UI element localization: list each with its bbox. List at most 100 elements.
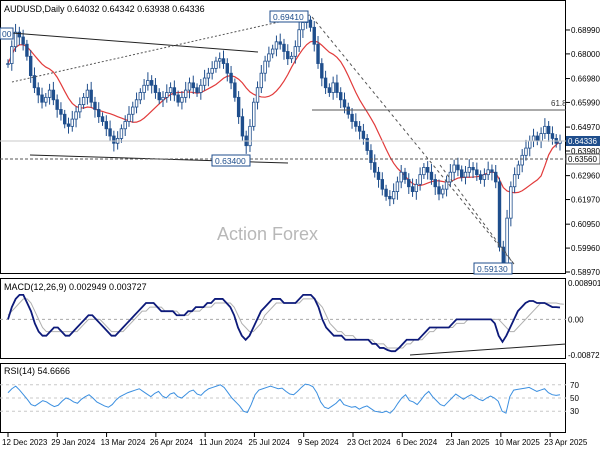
candle	[323, 77, 328, 89]
dotted-trendline	[11, 14, 311, 83]
x-tick-label: 13 Mar 2024	[101, 438, 146, 447]
candle	[85, 89, 90, 98]
candle	[486, 169, 490, 176]
candle	[384, 188, 388, 197]
macd-line-series	[7, 293, 561, 353]
candle	[40, 94, 44, 103]
x-tick-label: 9 Sep 2024	[298, 438, 339, 447]
macd-line	[7, 293, 561, 353]
candle	[346, 106, 350, 115]
candle	[471, 167, 475, 171]
candle	[172, 87, 177, 96]
candle	[429, 171, 434, 180]
candle	[422, 167, 426, 176]
candle	[153, 84, 158, 93]
candle	[376, 171, 381, 180]
candle	[274, 41, 279, 50]
x-tick-label: 10 Mar 2025	[495, 438, 540, 447]
candle	[214, 60, 218, 69]
x-tick-label: 12 Dec 2023	[2, 438, 48, 447]
main-y-tick-label: 0.68990	[571, 26, 600, 35]
candle	[252, 101, 256, 127]
candle	[478, 174, 483, 180]
candle	[373, 162, 377, 173]
candle	[270, 48, 275, 55]
candle	[456, 164, 460, 171]
candle	[51, 89, 56, 101]
candle	[25, 43, 29, 57]
candle	[463, 171, 468, 178]
candle	[127, 113, 131, 122]
candle	[97, 109, 101, 118]
candle	[369, 150, 373, 163]
candle	[240, 116, 245, 137]
x-tick-label: 11 Jun 2024	[199, 438, 243, 447]
main-y-tick-label: 0.64970	[571, 123, 600, 132]
candle	[312, 26, 316, 45]
rsi-title: RSI(14) 54.6666	[4, 366, 70, 376]
candle	[418, 174, 422, 185]
candle	[55, 99, 59, 110]
main-y-tick-label: 0.62960	[571, 172, 600, 181]
candle	[66, 123, 71, 127]
candle	[331, 82, 335, 93]
candle	[267, 53, 271, 62]
candle	[497, 181, 502, 248]
candle	[229, 72, 233, 84]
macd-y-axis: 0.008901 0.00 -0.008729	[568, 279, 600, 360]
candle	[165, 92, 169, 98]
candle	[289, 55, 294, 60]
annotation-mid: 0.63400	[211, 154, 251, 167]
annotation-high: 0.69410	[269, 10, 309, 23]
macd-y-tick-label: 0.008901	[568, 279, 600, 288]
candle	[36, 87, 40, 96]
candle	[78, 104, 82, 113]
candle	[524, 147, 528, 156]
candle	[459, 169, 464, 178]
candle	[512, 174, 517, 188]
svg-text:0.63560: 0.63560	[568, 155, 597, 164]
main-y-tick-label: 0.61970	[571, 196, 600, 205]
macd-title: MACD(12,26,9) 0.002949 0.003727	[4, 282, 147, 292]
candle	[301, 22, 305, 31]
main-y-tick-label: 0.66980	[571, 75, 600, 84]
candle	[308, 19, 313, 28]
candle	[520, 154, 524, 166]
candle	[444, 181, 449, 190]
fib-label: 61.8	[551, 99, 567, 108]
candle	[59, 109, 63, 115]
candle	[119, 128, 124, 139]
watermark: Action Forex	[217, 224, 318, 244]
candle	[176, 94, 180, 103]
candle	[233, 82, 237, 98]
macd-y-tick-label: -0.008729	[568, 351, 600, 360]
main-y-axis: 0.68990 0.68000 0.66980 0.65990 0.64970 0.639…	[566, 26, 600, 277]
main-y-tick-label: 0.60950	[571, 220, 600, 229]
main-y-tick-label: 0.58970	[571, 268, 600, 277]
candle	[414, 183, 419, 192]
candle	[191, 82, 195, 89]
candle	[6, 63, 10, 65]
candle	[108, 128, 112, 137]
candle	[206, 72, 211, 79]
candle	[388, 195, 392, 200]
x-tick-label: 6 Dec 2024	[396, 438, 437, 447]
candle	[452, 164, 456, 173]
candle	[28, 55, 33, 77]
candle	[195, 87, 199, 93]
candle	[441, 188, 445, 195]
candle	[410, 186, 415, 192]
candle	[433, 179, 437, 188]
candle	[437, 186, 441, 195]
candle	[123, 121, 127, 130]
candle	[149, 80, 154, 86]
rsi-series	[7, 383, 561, 414]
candle	[335, 82, 339, 93]
candle	[297, 29, 301, 48]
candle	[516, 164, 521, 176]
candle	[161, 96, 165, 101]
rsi-y-tick-label: 30	[570, 407, 579, 416]
candle	[327, 87, 332, 93]
candle	[391, 191, 396, 200]
candle	[380, 179, 385, 190]
